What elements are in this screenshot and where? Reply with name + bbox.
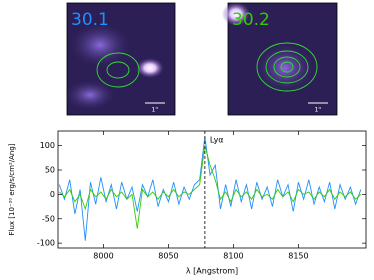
y-axis-label: Flux [10⁻²⁰ erg/s/cm²/Ang] <box>8 143 16 235</box>
axes-frame <box>57 130 367 249</box>
series-line <box>58 136 362 241</box>
spectrum-plot: Lyα -100 -50 0 50 100 8000 8050 8100 8150 λ [Angst… <box>8 130 367 276</box>
series-line <box>58 145 362 229</box>
x-tick-label: 8000 <box>93 252 113 261</box>
y-tick-label: -100 <box>37 239 55 248</box>
y-tick-label: 50 <box>45 166 55 175</box>
y-tick-label: 100 <box>40 141 55 150</box>
panel-label: 30.1 <box>71 10 109 30</box>
x-tick-label: 8050 <box>158 252 178 261</box>
scale-label: 1'' <box>151 107 158 114</box>
image-panel: 30.1 1'' <box>65 2 176 116</box>
annotation: Lyα <box>210 136 224 145</box>
scale-label: 1'' <box>314 107 321 114</box>
panel-label: 30.2 <box>232 10 270 30</box>
y-tick-label: -50 <box>42 214 55 223</box>
y-tick-label: 0 <box>50 190 55 199</box>
x-tick-label: 8150 <box>288 252 308 261</box>
x-axis-label: λ [Angstrom] <box>186 267 238 276</box>
image-panel: 30.2 1'' <box>222 2 338 116</box>
x-tick-label: 8100 <box>223 252 243 261</box>
